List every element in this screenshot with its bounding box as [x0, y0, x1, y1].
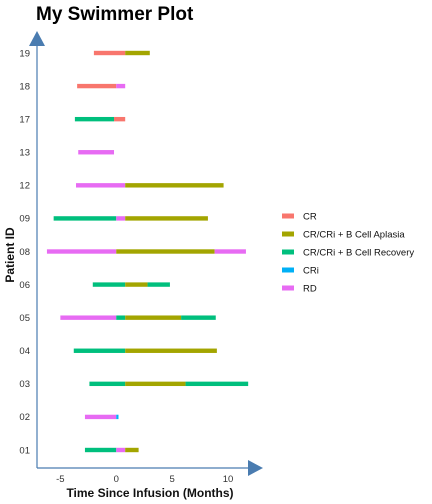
bar-segment-09-21: [116, 216, 126, 221]
y-tick-18: 18: [19, 81, 30, 92]
legend-key-3: [282, 267, 294, 273]
y-tick-04: 04: [19, 346, 30, 357]
legend-key-2: [282, 249, 294, 255]
bar-segment-05-12: [125, 315, 182, 320]
bar-segment-01-2: [125, 447, 139, 453]
y-tick-01: 01: [19, 445, 30, 456]
y-tick-13: 13: [19, 148, 30, 159]
bar-segment-05-11: [116, 315, 126, 320]
x-axis-title: Time Since Infusion (Months): [66, 486, 233, 500]
bar-segment-06-16: [147, 282, 170, 287]
bar-segment-17-26: [74, 116, 115, 122]
legend-key-0: [282, 213, 294, 219]
legend-label-1: CR/CRi + B Cell Aplasia: [303, 229, 405, 240]
bar-segment-18-28: [77, 83, 117, 89]
bar-segment-05-13: [181, 315, 216, 320]
bar-segment-19-30: [93, 50, 126, 56]
y-tick-02: 02: [19, 412, 30, 423]
chart-axes: [29, 31, 263, 476]
bar-segment-09-20: [53, 216, 117, 221]
bar-segment-09-22: [125, 216, 208, 221]
bar-segment-04-9: [125, 348, 217, 353]
y-tick-labels: 01 02 03 04 05 06 08 09 12 13 17 18 19: [19, 48, 30, 456]
bar-segment-03-6: [125, 381, 186, 387]
bar-segment-18-29: [116, 83, 126, 89]
chart-title: My Swimmer Plot: [36, 4, 194, 25]
legend-label-4: RD: [303, 283, 317, 294]
bar-segment-01-0: [84, 447, 117, 453]
y-tick-09: 09: [19, 214, 30, 225]
bar-segment-19-31: [125, 50, 150, 56]
y-axis-title: Patient ID: [3, 227, 17, 283]
x-tick-5: 5: [170, 474, 175, 485]
bar-segment-12-24: [125, 183, 224, 188]
legend-label-2: CR/CRi + B Cell Recovery: [303, 247, 414, 258]
y-tick-08: 08: [19, 247, 30, 258]
y-tick-05: 05: [19, 313, 30, 324]
bar-segment-08-19: [214, 249, 246, 254]
bar-segment-06-15: [125, 282, 148, 287]
legend-key-4: [282, 285, 294, 291]
y-tick-19: 19: [19, 48, 30, 59]
x-tick-labels: -5 0 5 10: [56, 474, 233, 485]
bar-segment-01-1: [116, 447, 126, 453]
bar-segment-08-17: [46, 249, 117, 254]
bar-segment-17-27: [114, 116, 126, 122]
x-tick--5: -5: [56, 474, 64, 485]
legend: CR CR/CRi + B Cell Aplasia CR/CRi + B Cell…: [282, 211, 414, 294]
y-axis-arrowhead: [29, 31, 45, 46]
bar-segment-06-14: [92, 282, 126, 287]
x-tick-0: 0: [114, 474, 119, 485]
bar-segment-08-18: [116, 249, 215, 254]
bar-segment-02-3: [84, 414, 117, 420]
bar-segment-03-7: [185, 381, 249, 387]
y-tick-12: 12: [19, 181, 30, 192]
legend-key-1: [282, 231, 294, 237]
legend-label-0: CR: [303, 211, 317, 222]
x-tick-10: 10: [223, 474, 234, 485]
y-tick-06: 06: [19, 280, 30, 291]
legend-label-3: CRi: [303, 265, 319, 276]
bar-segment-12-23: [76, 183, 126, 188]
y-tick-17: 17: [19, 114, 30, 125]
bar-segment-05-10: [60, 315, 117, 320]
y-tick-03: 03: [19, 379, 30, 390]
swimmer-bars: [46, 50, 249, 453]
bar-segment-04-8: [73, 348, 126, 353]
bar-segment-13-25: [78, 150, 115, 155]
x-axis-arrowhead: [248, 460, 263, 476]
bar-segment-03-5: [89, 381, 126, 387]
bar-segment-02-4: [116, 414, 119, 420]
